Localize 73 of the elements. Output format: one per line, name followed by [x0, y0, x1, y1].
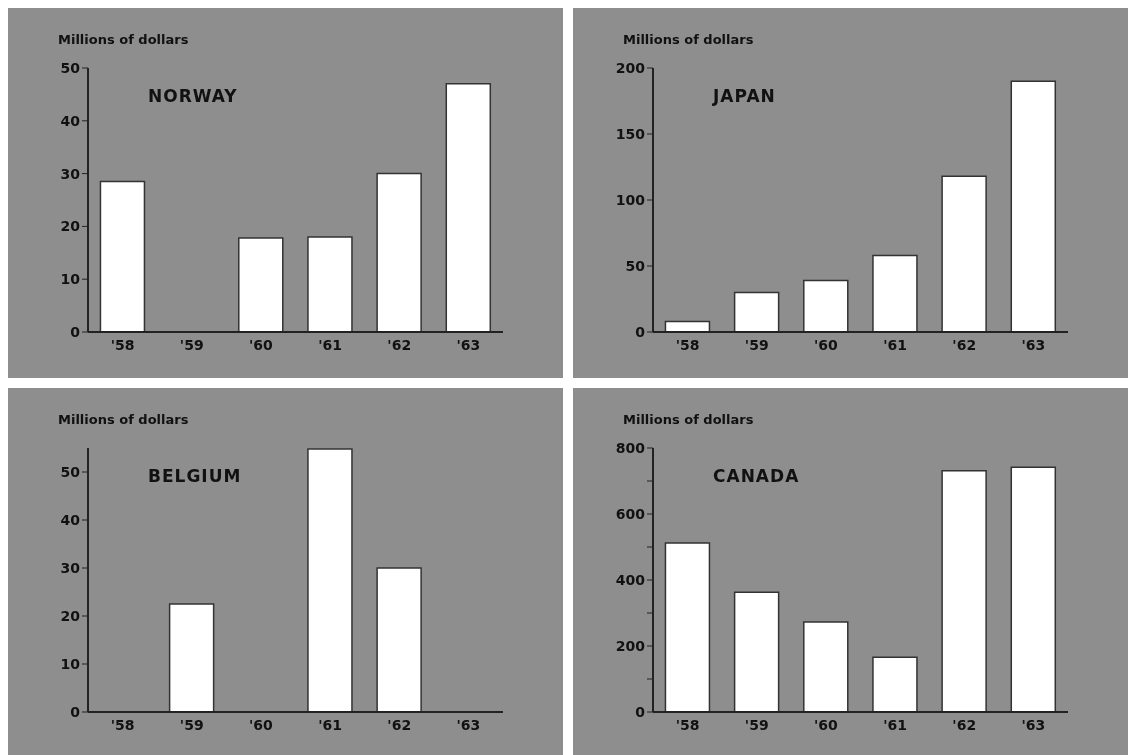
- y-tick-label: 10: [60, 655, 81, 672]
- y-axis-title: Millions of dollars: [58, 32, 189, 47]
- y-tick-label: 30: [60, 559, 81, 576]
- bar: [733, 591, 780, 712]
- text: CANADA: [713, 466, 800, 486]
- bar: [445, 83, 492, 332]
- x-tick-label: '62: [952, 336, 977, 353]
- y-tick-label: 200: [615, 59, 646, 76]
- x-tick-label: '63: [1021, 336, 1046, 353]
- bar: [376, 567, 422, 712]
- bar: [803, 279, 849, 332]
- x-tick-label: '62: [387, 716, 412, 733]
- x-tick-label: '63: [456, 336, 481, 353]
- bar: [872, 254, 918, 332]
- y-tick-label: 0: [70, 703, 81, 720]
- x-tick-label: '62: [387, 336, 412, 353]
- x-tick-label: '61: [883, 716, 907, 733]
- y-axis-title: Millions of dollars: [623, 32, 754, 47]
- bar: [99, 180, 146, 332]
- x-tick-label: '63: [456, 716, 481, 733]
- y-tick-label: 10: [60, 271, 81, 288]
- bar: [941, 470, 987, 712]
- x-tick-label: '62: [952, 716, 977, 733]
- x-tick-label: '58: [110, 716, 135, 733]
- bar: [238, 237, 284, 332]
- bar: [307, 448, 353, 712]
- y-tick-label: 100: [615, 191, 646, 208]
- bar: [941, 175, 987, 332]
- text: BELGIUM: [148, 466, 242, 486]
- y-axis-title: Millions of dollars: [623, 412, 754, 427]
- x-tick-label: '61: [318, 336, 342, 353]
- y-tick-label: 200: [615, 637, 646, 654]
- y-tick-label: 30: [60, 165, 81, 182]
- x-tick-label: '59: [744, 336, 769, 353]
- y-tick-label: 50: [60, 59, 81, 76]
- text: JAPAN: [713, 86, 776, 106]
- x-tick-label: '59: [179, 716, 204, 733]
- y-tick-label: 40: [60, 112, 81, 129]
- y-tick-label: 400: [615, 571, 646, 588]
- x-tick-label: '58: [675, 716, 700, 733]
- x-tick-label: '60: [814, 716, 839, 733]
- y-tick-label: 50: [625, 257, 646, 274]
- bar: [307, 236, 353, 332]
- x-tick-label: '61: [318, 716, 342, 733]
- y-axis-title: Millions of dollars: [58, 412, 189, 427]
- bar: [733, 291, 780, 332]
- y-tick-label: 0: [70, 323, 81, 340]
- bar: [1010, 466, 1057, 712]
- bar: [664, 542, 711, 712]
- x-tick-label: '60: [814, 336, 839, 353]
- y-tick-label: 150: [615, 125, 646, 142]
- bar: [168, 603, 215, 712]
- y-tick-label: 20: [60, 607, 81, 624]
- y-tick-label: 800: [615, 439, 646, 456]
- bar: [376, 172, 422, 332]
- x-tick-label: '59: [179, 336, 204, 353]
- x-tick-label: '60: [249, 716, 274, 733]
- text: NORWAY: [148, 86, 238, 106]
- y-tick-label: 20: [60, 218, 81, 235]
- x-tick-label: '61: [883, 336, 907, 353]
- x-tick-label: '63: [1021, 716, 1046, 733]
- y-tick-label: 0: [635, 323, 646, 340]
- y-tick-label: 600: [615, 505, 646, 522]
- bar: [872, 656, 918, 712]
- y-tick-label: 40: [60, 511, 81, 528]
- y-tick-label: 50: [60, 463, 81, 480]
- x-tick-label: '58: [110, 336, 135, 353]
- y-tick-label: 0: [635, 703, 646, 720]
- x-tick-label: '58: [675, 336, 700, 353]
- bar: [1010, 80, 1057, 332]
- x-tick-label: '60: [249, 336, 274, 353]
- bar: [803, 621, 849, 712]
- x-tick-label: '59: [744, 716, 769, 733]
